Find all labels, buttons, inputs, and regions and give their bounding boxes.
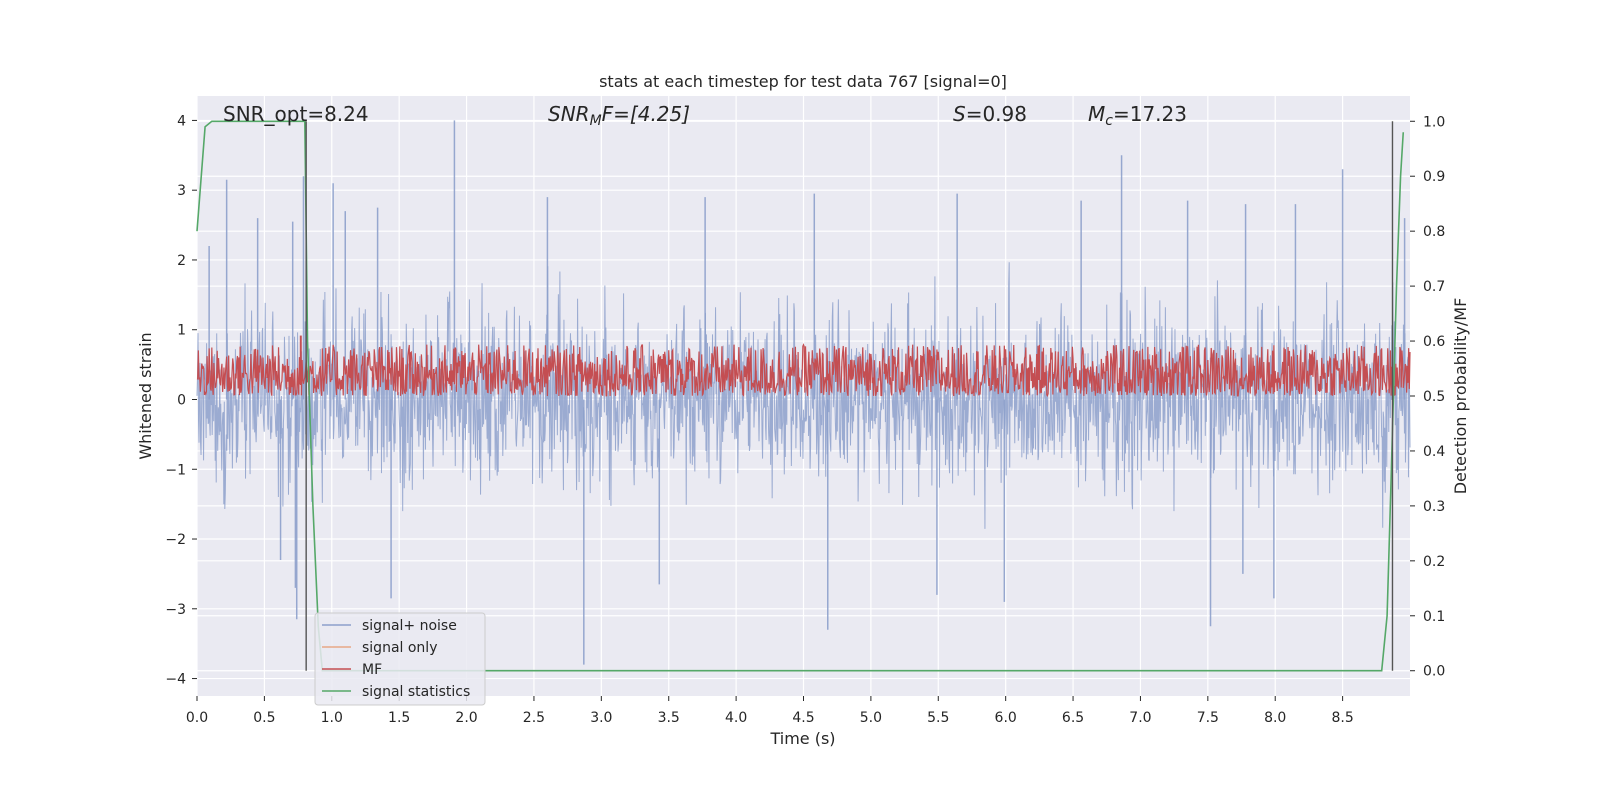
grid-lines (196, 96, 1410, 696)
annotation-mc: Mc=17.23 (1088, 102, 1187, 129)
legend: signal+ noise signal only MF signal stat… (314, 612, 486, 706)
y-right-tick-label-2: 0.2 (1423, 554, 1445, 570)
legend-label-signal-noise: signal+ noise (362, 618, 457, 634)
y-tick-label-5: 1 (177, 323, 186, 339)
y-right-tick-label-1: 0.1 (1423, 609, 1445, 625)
y-tick-label-0: −4 (165, 672, 186, 688)
x-tick-label-0: 0.0 (186, 710, 208, 726)
x-tick-label-8: 4.0 (725, 710, 747, 726)
x-tick-label-3: 1.5 (388, 710, 410, 726)
annotation-s: S=0.98 (953, 102, 1027, 126)
x-tick-label-10: 5.0 (860, 710, 882, 726)
x-axis-ticks: 0.0 0.5 1.0 1.5 2.0 2.5 3.0 3.5 4.0 4.5 5.0 5.5 6.0 6… (186, 696, 1354, 726)
y-right-tick-label-7: 0.7 (1423, 279, 1445, 295)
x-tick-label-4: 2.0 (455, 710, 477, 726)
y-axis-right-ticks: 0.0 0.1 0.2 0.3 0.4 0.5 0.6 0.7 0.8 0.9 1.0 (1410, 114, 1445, 680)
x-tick-label-15: 7.5 (1197, 710, 1219, 726)
y-right-tick-label-8: 0.8 (1423, 224, 1445, 240)
annotation-snr-mf: SNRMF=[4.25] (548, 102, 690, 129)
annotation-snr-opt: SNR_opt=8.24 (223, 102, 369, 126)
y-axis-ticks: −4 −3 −2 −1 0 1 2 3 4 (165, 113, 197, 688)
y-tick-label-7: 3 (177, 183, 186, 199)
y-right-tick-label-4: 0.4 (1423, 444, 1445, 460)
y-tick-label-3: −1 (165, 462, 186, 478)
x-tick-label-9: 4.5 (792, 710, 814, 726)
y-tick-label-1: −3 (165, 602, 186, 618)
y-axis-right-label: Detection probability/MF (1451, 298, 1470, 495)
x-tick-label-14: 7.0 (1129, 710, 1151, 726)
y-tick-label-6: 2 (177, 253, 186, 269)
x-tick-label-16: 8.0 (1264, 710, 1286, 726)
x-tick-label-13: 6.5 (1062, 710, 1084, 726)
chart-title: stats at each timestep for test data 767… (599, 72, 1007, 91)
legend-label-mf: MF (362, 662, 382, 678)
y-right-tick-label-0: 0.0 (1423, 664, 1445, 680)
legend-box (314, 612, 486, 706)
y-right-tick-label-10: 1.0 (1423, 114, 1445, 130)
series-layer (196, 120, 1411, 672)
x-tick-label-7: 3.5 (658, 710, 680, 726)
x-axis-label: Time (s) (769, 729, 835, 748)
y-right-tick-label-6: 0.6 (1423, 334, 1445, 350)
legend-label-signal-statistics: signal statistics (362, 684, 470, 700)
x-tick-label-11: 5.5 (927, 710, 949, 726)
y-axis-label: Whitened strain (136, 332, 155, 459)
x-tick-label-6: 3.0 (590, 710, 612, 726)
series-mf-line (196, 343, 1411, 398)
x-tick-label-17: 8.5 (1331, 710, 1353, 726)
x-tick-label-12: 6.0 (995, 710, 1017, 726)
y-right-tick-label-3: 0.3 (1423, 499, 1445, 515)
x-tick-label-5: 2.5 (523, 710, 545, 726)
y-tick-label-8: 4 (177, 113, 186, 129)
y-right-tick-label-5: 0.5 (1423, 389, 1445, 405)
y-right-tick-label-9: 0.9 (1423, 169, 1445, 185)
y-tick-label-2: −2 (165, 532, 186, 548)
legend-label-signal-only: signal only (362, 640, 437, 656)
x-tick-label-1: 0.5 (253, 710, 275, 726)
x-tick-label-2: 1.0 (321, 710, 343, 726)
y-tick-label-4: 0 (177, 392, 186, 408)
